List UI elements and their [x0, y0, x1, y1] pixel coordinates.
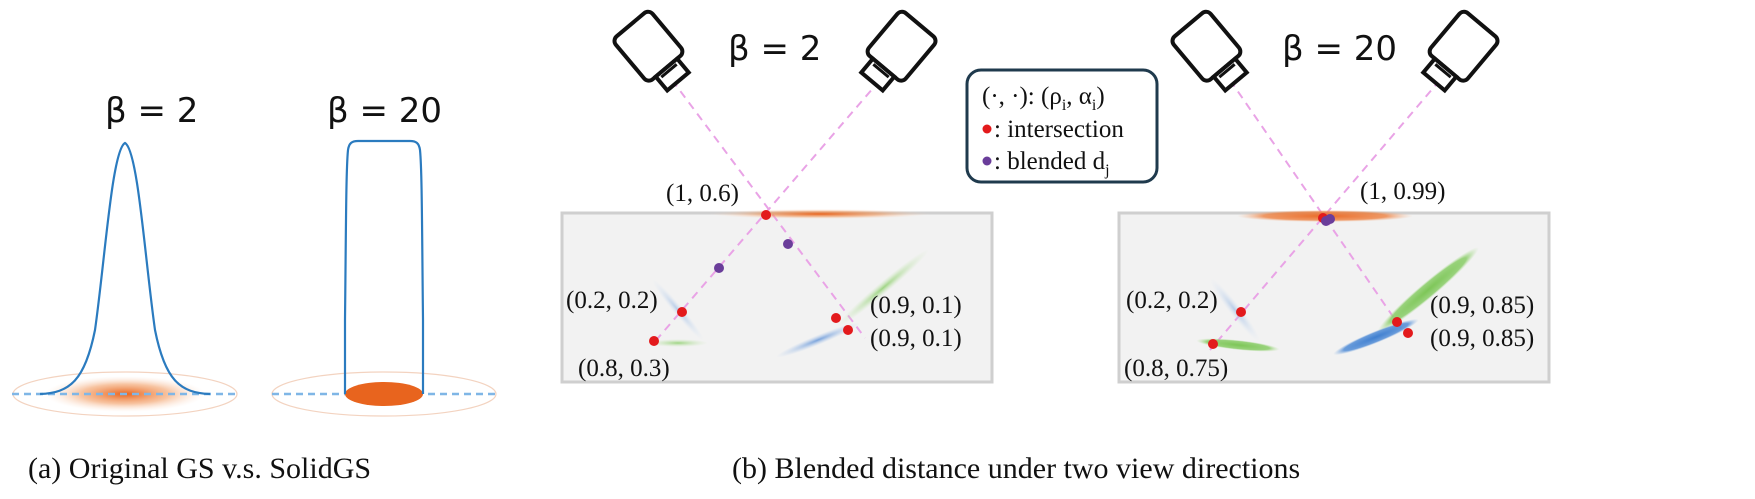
green-gaussian-c: [836, 249, 930, 327]
panel-a: β = 2 β = 20 (a) Original GS v.s. SolidG…: [12, 91, 497, 485]
legend-pair-line: (·, ·): (ρi, αi): [982, 83, 1105, 114]
solid-curve: [343, 139, 425, 394]
label-d: (0.9, 0.1): [870, 325, 962, 352]
intersection-d: [843, 325, 853, 335]
solid-splat: [345, 382, 423, 406]
label-top-r: (1, 0.99): [1360, 178, 1445, 205]
legend-blended-dot: [982, 156, 992, 166]
camera-icon-right-r: [1420, 9, 1500, 94]
ray-right-camera-r: [1209, 79, 1441, 351]
blue-gaussian-d: [776, 322, 860, 358]
blended-point-1: [783, 239, 793, 249]
beta-20-label-b: β = 20: [1282, 29, 1397, 69]
intersection-b-r: [1208, 339, 1218, 349]
blended-point-r2: [1325, 214, 1335, 224]
legend-intersection-dot: [982, 124, 992, 134]
gaussian-curve: [39, 141, 211, 396]
intersection-c-r: [1392, 317, 1402, 327]
label-c-r: (0.9, 0.85): [1430, 292, 1534, 319]
green-gaussian-c-r: [1377, 247, 1479, 333]
blue-gaussian-a-r: [1209, 278, 1261, 342]
legend-box: [965, 68, 1159, 184]
green-gaussian-b: [648, 339, 708, 347]
camera-icon-left-r: [1170, 9, 1250, 94]
label-a-r: (0.2, 0.2): [1126, 287, 1218, 314]
intersection-a-r: [1236, 307, 1246, 317]
caption-a: (a) Original GS v.s. SolidGS: [28, 452, 371, 485]
blue-gaussian-d-r: [1333, 318, 1419, 356]
label-c: (0.9, 0.1): [870, 292, 962, 319]
intersection-d-r: [1403, 328, 1413, 338]
label-b-r: (0.8, 0.75): [1124, 355, 1228, 382]
camera-icon-left: [612, 9, 692, 94]
intersection-c: [831, 313, 841, 323]
scene-box-left: [560, 211, 994, 384]
ray-left-camera-r: [1229, 79, 1406, 335]
top-gaussian: [710, 209, 930, 219]
panel-b-right: (1, 0.99) (0.2, 0.2) (0.8, 0.75) (0.9, 0…: [1117, 9, 1551, 384]
beta-20-label-a: β = 20: [327, 91, 442, 131]
label-a: (0.2, 0.2): [566, 287, 658, 314]
panel-b-left: (1, 0.6) (0.2, 0.2) (0.8, 0.3) (0.9, 0.1…: [560, 9, 994, 384]
beta-2-label-b: β = 2: [728, 29, 821, 69]
legend-blended-label: : blended dj: [994, 148, 1110, 179]
legend: (·, ·): (ρi, αi) : intersection : blende…: [965, 68, 1159, 184]
camera-icon-right: [858, 9, 938, 94]
caption-b: (b) Blended distance under two view dire…: [732, 452, 1300, 485]
intersection-b: [649, 336, 659, 346]
label-d-r: (0.9, 0.85): [1430, 325, 1534, 352]
intersection-top: [761, 210, 771, 220]
intersection-a: [677, 307, 687, 317]
label-b: (0.8, 0.3): [578, 355, 670, 382]
legend-intersection-label: : intersection: [994, 116, 1124, 143]
label-top: (1, 0.6): [666, 180, 739, 207]
beta-2-label-a: β = 2: [105, 91, 198, 131]
blended-point-2: [714, 263, 724, 273]
